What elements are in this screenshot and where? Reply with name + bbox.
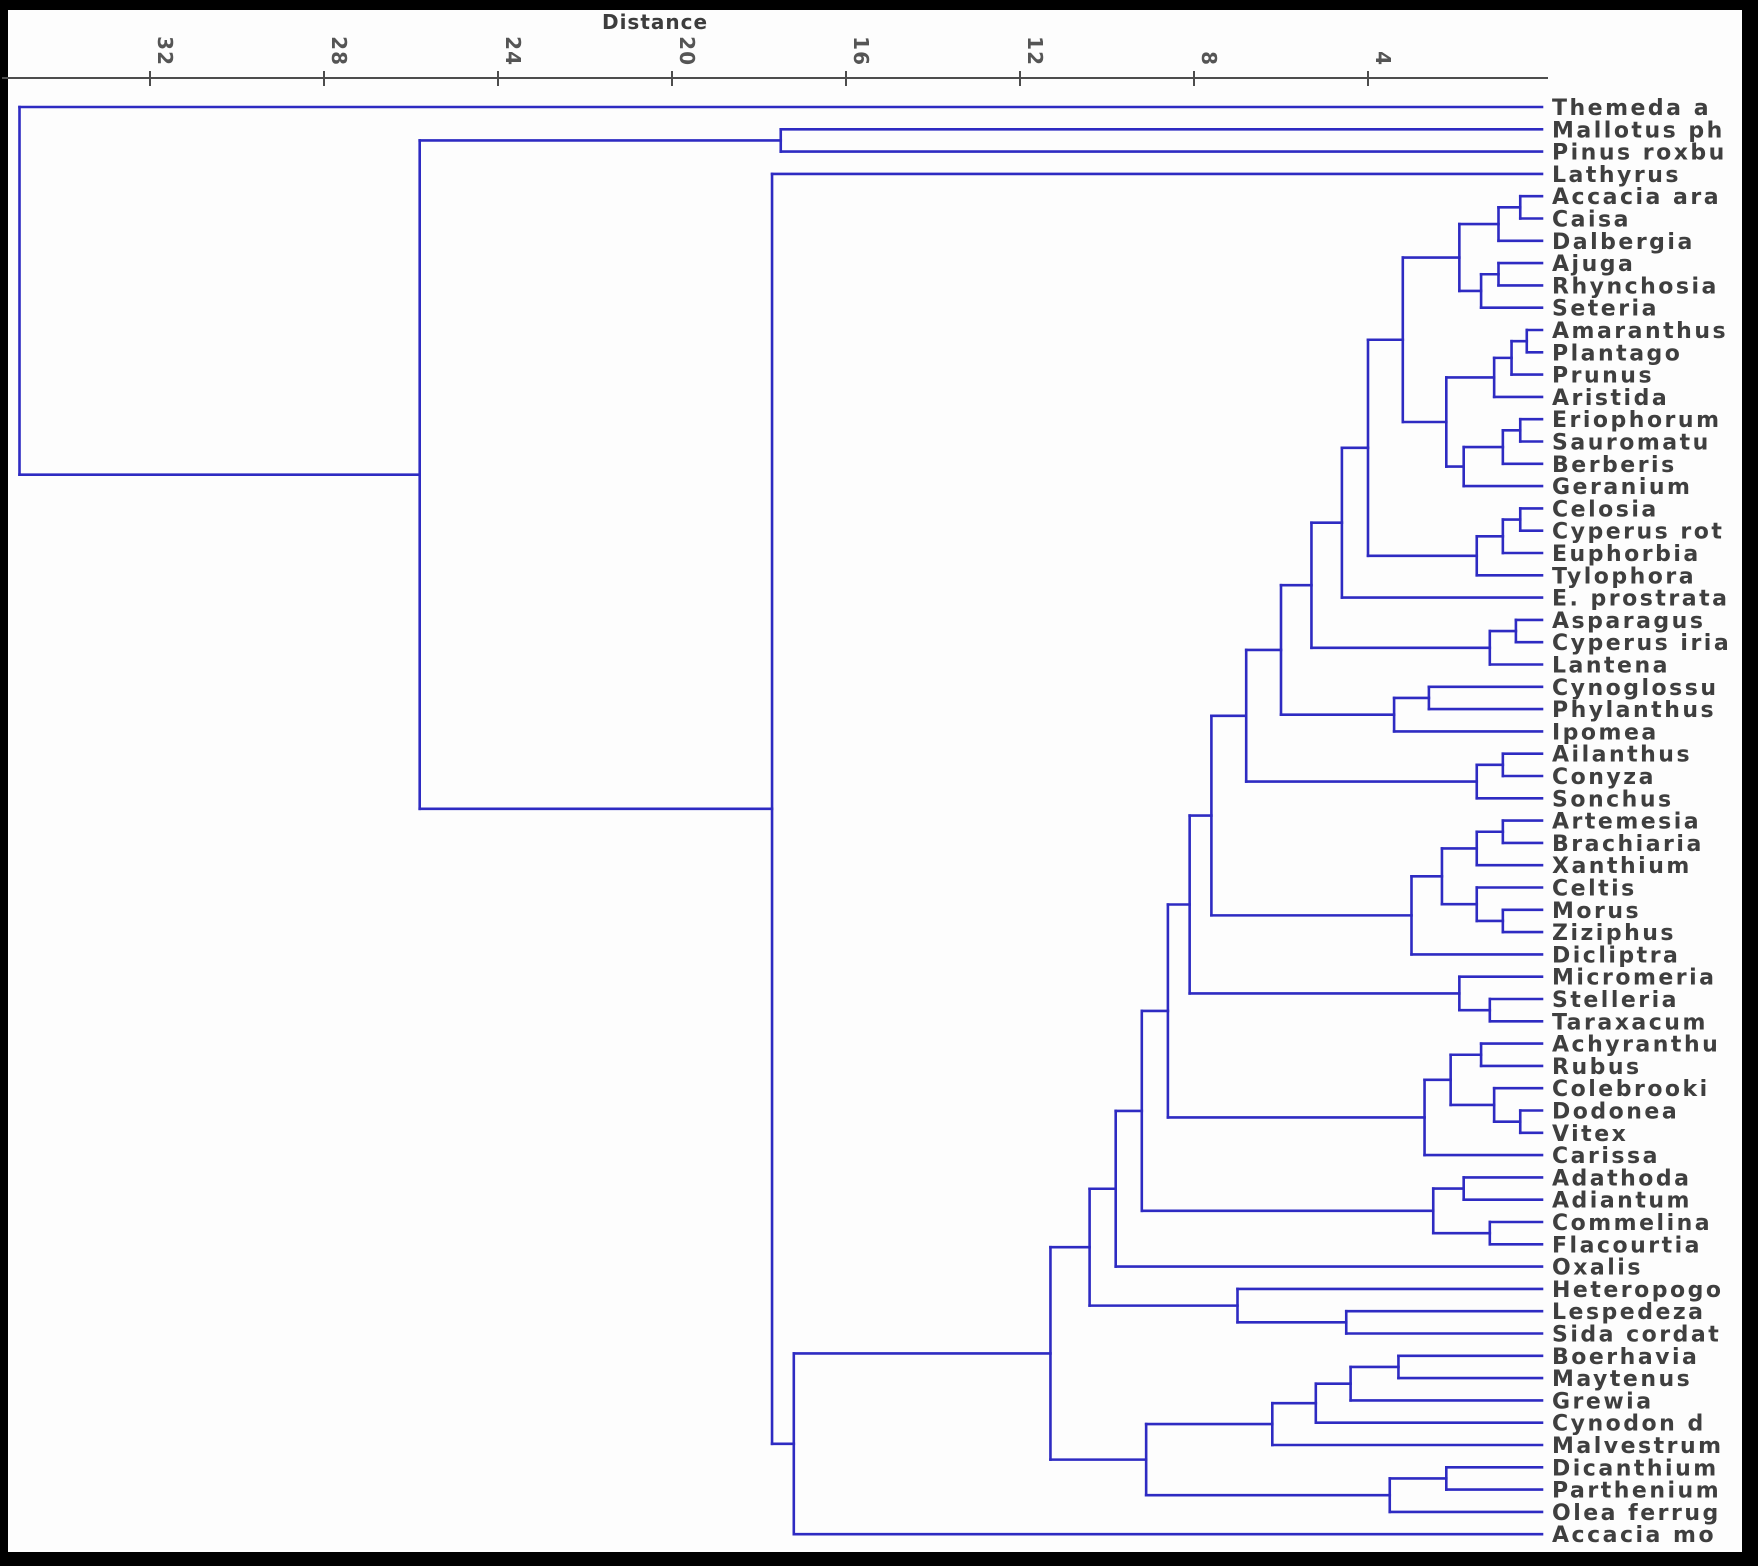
leaf-label: Artemesia <box>1552 810 1701 835</box>
leaf-label: Sida cordat <box>1552 1323 1721 1348</box>
leaf-label: Vitex <box>1552 1122 1628 1147</box>
axis-tick-label: 20 <box>675 36 699 66</box>
leaf-label: Phylanthus <box>1552 698 1716 723</box>
leaf-label: Maytenus <box>1552 1367 1692 1392</box>
leaf-label: Ailanthus <box>1552 743 1692 768</box>
leaf-label: Themeda a <box>1552 96 1711 121</box>
leaf-label: Eriophorum <box>1552 408 1722 433</box>
axis-tick-label: 16 <box>849 36 873 66</box>
leaf-label: Ziziphus <box>1552 921 1676 946</box>
leaf-label: E. prostrata <box>1552 587 1729 612</box>
leaf-label: Prunus <box>1552 364 1654 389</box>
dendrogram-tree <box>18 105 1544 1536</box>
leaf-label: Rhynchosia <box>1552 274 1719 299</box>
leaf-label: Cynodon d <box>1552 1412 1706 1437</box>
axis-tick-label: 32 <box>153 36 177 66</box>
leaf-label: Lantena <box>1552 654 1670 679</box>
leaf-label: Accacia ara <box>1552 185 1721 210</box>
leaf-label: Boerhavia <box>1552 1345 1699 1370</box>
leaf-label: Carissa <box>1552 1144 1660 1169</box>
leaf-label: Brachiaria <box>1552 832 1704 857</box>
leaf-label: Amaranthus <box>1552 319 1728 344</box>
leaf-label: Conyza <box>1552 765 1656 790</box>
leaf-label: Dicliptra <box>1552 943 1680 968</box>
leaf-label: Geranium <box>1552 475 1692 500</box>
axis-tick-label: 4 <box>1371 51 1395 66</box>
leaf-label: Pinus roxbu <box>1552 141 1727 166</box>
leaf-label: Lathyrus <box>1552 163 1681 188</box>
axis-tick-label: 12 <box>1023 36 1047 66</box>
leaf-label: Lespedeza <box>1552 1300 1706 1325</box>
leaf-label: Flacourtia <box>1552 1233 1702 1258</box>
leaf-label: Olea ferrug <box>1552 1501 1721 1526</box>
leaf-label: Rubus <box>1552 1055 1642 1080</box>
leaf-label: Xanthium <box>1552 854 1692 879</box>
leaf-label: Euphorbia <box>1552 542 1701 567</box>
leaf-label: Celosia <box>1552 497 1659 522</box>
leaf-label: Sonchus <box>1552 787 1674 812</box>
leaf-label: Seteria <box>1552 297 1659 322</box>
leaf-label: Micromeria <box>1552 966 1717 991</box>
leaf-label: Plantago <box>1552 341 1682 366</box>
leaf-label: Accacia mo <box>1552 1523 1716 1548</box>
leaf-label: Celtis <box>1552 877 1637 902</box>
leaf-label: Parthenium <box>1552 1479 1721 1504</box>
leaf-label: Ipomea <box>1552 720 1659 745</box>
leaf-label: Mallotus ph <box>1552 118 1725 143</box>
leaf-label: Sauromatu <box>1552 431 1711 456</box>
leaf-label: Heteropogo <box>1552 1278 1723 1303</box>
leaf-label: Ajuga <box>1552 252 1635 277</box>
axis-tick-label: 8 <box>1197 51 1221 66</box>
distance-axis-title: Distance <box>601 10 709 34</box>
leaf-label: Cyperus rot <box>1552 520 1724 545</box>
leaf-label: Asparagus <box>1552 609 1705 634</box>
leaf-label: Aristida <box>1552 386 1669 411</box>
leaf-label: Tylophora <box>1552 564 1696 589</box>
leaf-label: Cynoglossu <box>1552 676 1719 701</box>
leaf-label: Caisa <box>1552 208 1631 233</box>
leaf-label: Dodonea <box>1552 1100 1679 1125</box>
axis-tick-label: 28 <box>327 36 351 66</box>
leaf-label: Adiantum <box>1552 1189 1692 1214</box>
leaf-label: Grewia <box>1552 1389 1654 1414</box>
leaf-label: Dicanthium <box>1552 1456 1719 1481</box>
leaf-label: Oxalis <box>1552 1256 1643 1281</box>
leaf-label: Dalbergia <box>1552 230 1695 255</box>
leaf-label: Malvestrum <box>1552 1434 1724 1459</box>
axis-tick-label: 24 <box>501 36 525 66</box>
leaf-label: Cyperus iria <box>1552 631 1731 656</box>
leaf-label: Berberis <box>1552 453 1677 478</box>
distance-axis: 32 28 24 20 16 12 8 4 <box>2 36 1548 86</box>
leaf-label: Commelina <box>1552 1211 1712 1236</box>
leaf-label: Adathoda <box>1552 1166 1692 1191</box>
leaf-label: Colebrooki <box>1552 1077 1710 1102</box>
leaf-label: Morus <box>1552 899 1641 924</box>
leaf-label: Achyranthu <box>1552 1033 1720 1058</box>
leaf-label: Stelleria <box>1552 988 1679 1013</box>
leaf-label: Taraxacum <box>1552 1010 1708 1035</box>
